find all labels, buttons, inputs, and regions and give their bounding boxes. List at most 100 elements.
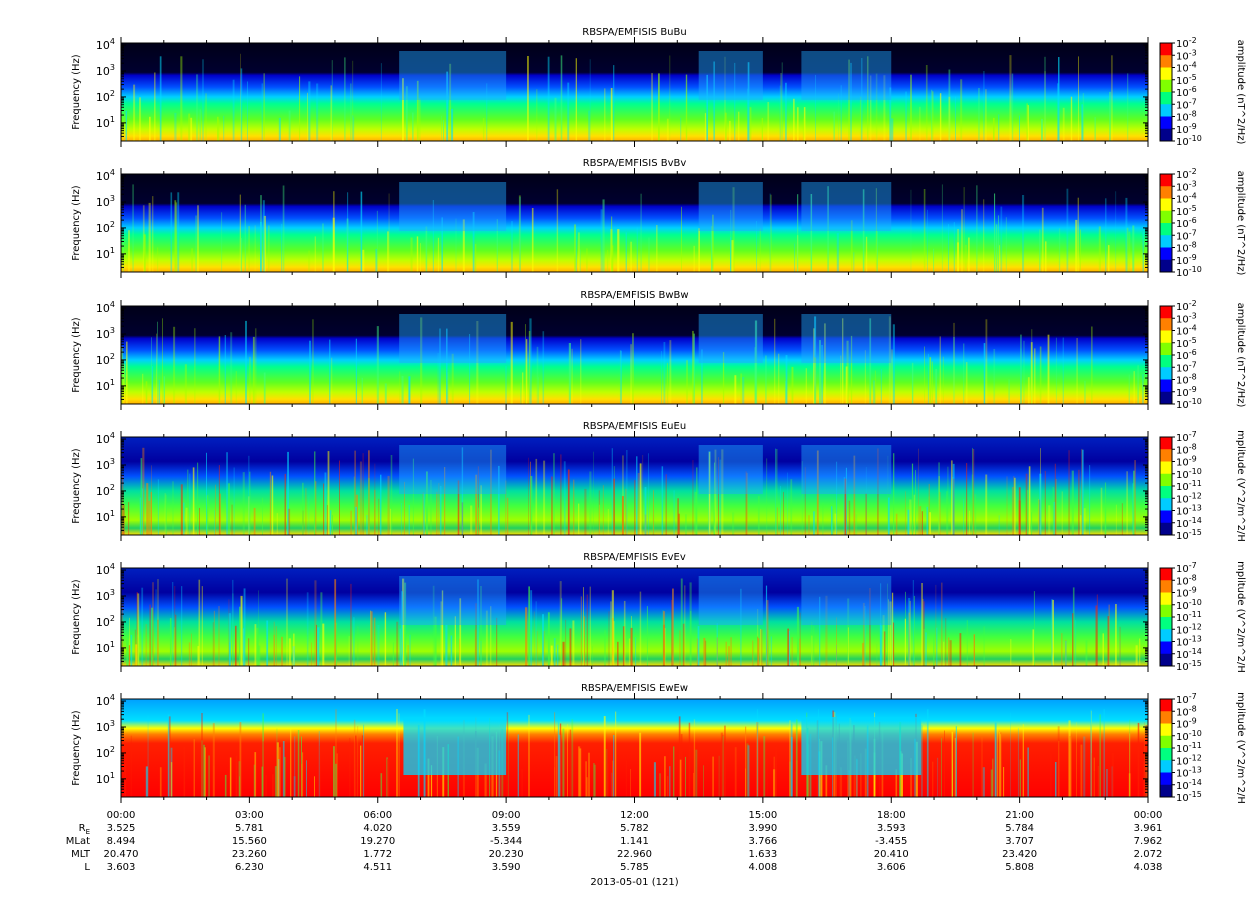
y-tick-label: 103 [96,326,115,341]
y-tick-label: 104 [96,300,115,315]
y-tick-label: 101 [96,640,115,655]
ephemeris-row-label: L [84,862,90,873]
colorbar-swatch [1160,342,1172,356]
colorbar-tick-label: 10-11 [1176,479,1202,493]
colorbar-tick-label: 10-11 [1176,610,1202,624]
colorbar-tick-label: 10-10 [1176,729,1202,743]
panel-title: RBSPA/EMFISIS BwBw [580,290,688,301]
colorbar-swatch [1160,604,1172,618]
colorbar-tick-label: 10-8 [1176,704,1197,718]
colorbar-tick-label: 10-9 [1176,455,1197,469]
ephemeris-value: 23.420 [1002,849,1037,860]
colorbar-tick-label: 10-2 [1176,36,1197,50]
colorbar: 10-710-810-910-1010-1110-1210-1310-1410-… [1159,692,1246,804]
spectrogram-image [121,699,1148,797]
colorbar-tick-label: 10-6 [1176,348,1197,362]
ephemeris-value: 5.785 [620,862,649,873]
colorbar-tick-label: 10-9 [1176,385,1197,399]
y-tick-label: 101 [96,771,115,786]
y-tick-label: 103 [96,457,115,472]
colorbar-swatch [1160,784,1172,798]
y-axis-label: Frequency (Hz) [71,317,82,393]
ephemeris-value: 4.008 [749,862,778,873]
colorbar-swatch [1160,449,1172,462]
panel-4: RBSPA/EMFISIS EuEu 101 102 103 104 Frequency … [71,421,1246,542]
colorbar-tick-label: 10-5 [1176,73,1197,87]
colorbar-swatch [1160,67,1172,81]
ephemeris-value: 5.781 [235,823,264,834]
colorbar: 10-710-810-910-1010-1110-1210-1310-1410-… [1159,561,1246,673]
colorbar-tick-label: 10-14 [1176,516,1202,530]
colorbar-swatch [1160,355,1172,368]
colorbar: 10-710-810-910-1010-1110-1210-1310-1410-… [1159,430,1246,542]
x-tick-label: 18:00 [877,810,906,821]
colorbar-label: mplitude (V^2/m^2/H [1235,692,1246,804]
y-tick-label: 103 [96,588,115,603]
colorbar-swatch [1160,198,1172,212]
colorbar-swatch [1160,116,1172,130]
colorbar-label: mplitude (V^2/m^2/H [1235,561,1246,673]
colorbar-swatch [1160,486,1172,499]
x-tick-label: 06:00 [363,810,392,821]
colorbar-swatch [1160,568,1172,581]
colorbar-tick-label: 10-7 [1176,692,1197,706]
ephemeris-value: 2.072 [1134,849,1163,860]
colorbar-swatch [1160,330,1172,344]
panel-title: RBSPA/EMFISIS EvEv [583,552,686,563]
colorbar-swatch [1160,210,1172,224]
colorbar-swatch [1160,79,1172,93]
colorbar-label: amplitude (nT^2/Hz) [1235,303,1246,408]
colorbar-tick-label: 10-14 [1176,778,1202,792]
ephemeris-value: 3.590 [492,862,521,873]
y-tick-label: 104 [96,693,115,708]
x-tick-label: 15:00 [748,810,777,821]
colorbar-swatch [1160,641,1172,655]
colorbar-tick-label: 10-7 [1176,561,1197,575]
y-tick-label: 101 [96,509,115,524]
colorbar-swatch [1160,629,1172,642]
ephemeris-value: 3.990 [749,823,778,834]
ephemeris-value: 3.707 [1005,836,1034,847]
y-axis-label: Frequency (Hz) [71,710,82,786]
y-tick-label: 104 [96,37,115,52]
y-tick-label: 104 [96,562,115,577]
ephemeris-value: 20.410 [874,849,909,860]
ephemeris-value: 1.633 [749,849,778,860]
colorbar-tick-label: 10-9 [1176,717,1197,731]
colorbar-swatch [1160,128,1172,142]
ephemeris-row-label: RE [79,823,90,836]
ephemeris-value: 5.782 [620,823,649,834]
ephemeris-value: 3.766 [749,836,778,847]
colorbar: 10-210-310-410-510-610-710-810-910-10 amp… [1159,299,1246,411]
colorbar-tick-label: 10-9 [1176,253,1197,267]
x-tick-label: 00:00 [107,810,136,821]
ephemeris-value: 3.559 [492,823,521,834]
y-tick-label: 102 [96,483,115,498]
ephemeris-value: 7.962 [1134,836,1163,847]
panel-title: RBSPA/EMFISIS EwEw [581,683,688,694]
colorbar-tick-label: 10-9 [1176,586,1197,600]
x-tick-label: 00:00 [1134,810,1163,821]
colorbar-tick-label: 10-13 [1176,504,1202,518]
ephemeris-value: 4.038 [1134,862,1163,873]
colorbar-tick-label: 10-12 [1176,491,1202,505]
colorbar-swatch [1160,617,1172,630]
colorbar-tick-label: 10-3 [1176,311,1197,325]
ephemeris-value: 6.230 [235,862,264,873]
panel-2: RBSPA/EMFISIS BvBv 101 102 103 104 Frequency … [71,158,1246,279]
colorbar-tick-label: 10-4 [1176,61,1197,75]
colorbar-label: amplitude (nT^2/Hz) [1235,40,1246,145]
spectrogram-texture [122,445,1136,535]
colorbar-tick-label: 10-8 [1176,110,1197,124]
colorbar-tick-label: 10-14 [1176,647,1202,661]
ephemeris-value: -3.455 [875,836,907,847]
ephemeris-row-label: MLT [71,849,91,860]
ephemeris-value: 20.470 [104,849,139,860]
ephemeris-value: 5.784 [1005,823,1034,834]
y-tick-label: 104 [96,431,115,446]
colorbar: 10-210-310-410-510-610-710-810-910-10 amp… [1159,167,1246,279]
colorbar-tick-label: 10-4 [1176,324,1197,338]
x-tick-label: 21:00 [1005,810,1034,821]
colorbar-tick-label: 10-10 [1176,134,1202,148]
